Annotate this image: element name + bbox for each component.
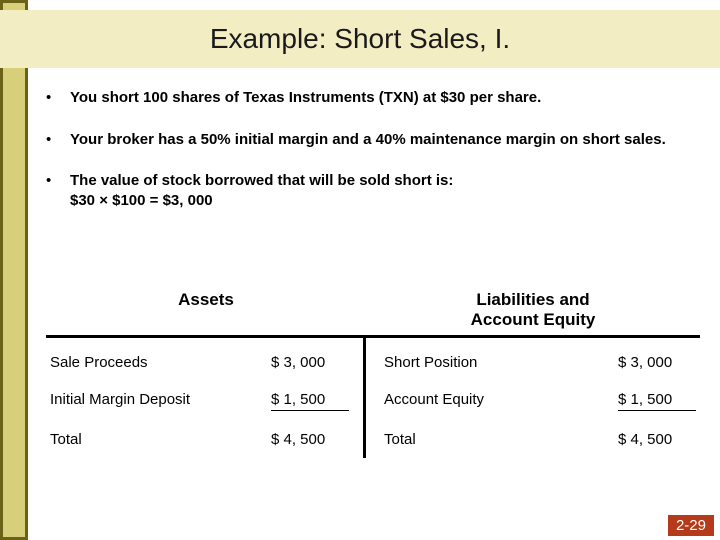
bullet-dot: • — [46, 171, 70, 210]
table-row: Account Equity $ 1, 500 — [384, 381, 696, 421]
page-number: 2-29 — [668, 515, 714, 536]
row-label: Sale Proceeds — [50, 354, 148, 371]
row-value: $ 4, 500 — [271, 431, 349, 448]
bullet-dot: • — [46, 130, 70, 150]
content-area: • You short 100 shares of Texas Instrume… — [46, 88, 700, 232]
row-label: Total — [50, 431, 82, 448]
title-band: Example: Short Sales, I. — [0, 10, 720, 68]
slide-title: Example: Short Sales, I. — [210, 23, 510, 55]
bullet-item: • Your broker has a 50% initial margin a… — [46, 130, 700, 150]
liabilities-header: Liabilities and Account Equity — [366, 290, 700, 331]
row-label: Account Equity — [384, 391, 484, 411]
balance-headers: Assets Liabilities and Account Equity — [46, 290, 700, 331]
assets-column: Sale Proceeds $ 3, 000 Initial Margin De… — [46, 338, 366, 458]
row-value: $ 4, 500 — [618, 431, 696, 448]
liabilities-column: Short Position $ 3, 000 Account Equity $… — [366, 338, 700, 458]
bullet-text: The value of stock borrowed that will be… — [70, 171, 453, 210]
table-row: Initial Margin Deposit $ 1, 500 — [50, 381, 349, 421]
row-value: $ 3, 000 — [271, 354, 349, 371]
bullet-list: • You short 100 shares of Texas Instrume… — [46, 88, 700, 210]
bullet-item: • The value of stock borrowed that will … — [46, 171, 700, 210]
row-label: Short Position — [384, 354, 477, 371]
row-value: $ 1, 500 — [271, 391, 349, 411]
row-value: $ 3, 000 — [618, 354, 696, 371]
bullet-dot: • — [46, 88, 70, 108]
table-row: Total $ 4, 500 — [384, 421, 696, 458]
assets-header: Assets — [46, 290, 366, 331]
table-row: Total $ 4, 500 — [50, 421, 349, 458]
bullet-item: • You short 100 shares of Texas Instrume… — [46, 88, 700, 108]
balance-table: Sale Proceeds $ 3, 000 Initial Margin De… — [46, 335, 700, 458]
table-row: Short Position $ 3, 000 — [384, 344, 696, 381]
row-label: Total — [384, 431, 416, 448]
slide: Example: Short Sales, I. • You short 100… — [0, 0, 720, 540]
row-label: Initial Margin Deposit — [50, 391, 190, 411]
bullet-text: Your broker has a 50% initial margin and… — [70, 130, 666, 150]
row-value: $ 1, 500 — [618, 391, 696, 411]
balance-sheet: Assets Liabilities and Account Equity Sa… — [46, 290, 700, 458]
table-row: Sale Proceeds $ 3, 000 — [50, 344, 349, 381]
left-stripe-outer — [0, 0, 28, 540]
left-stripe-inner — [3, 3, 25, 537]
bullet-text: You short 100 shares of Texas Instrument… — [70, 88, 541, 108]
